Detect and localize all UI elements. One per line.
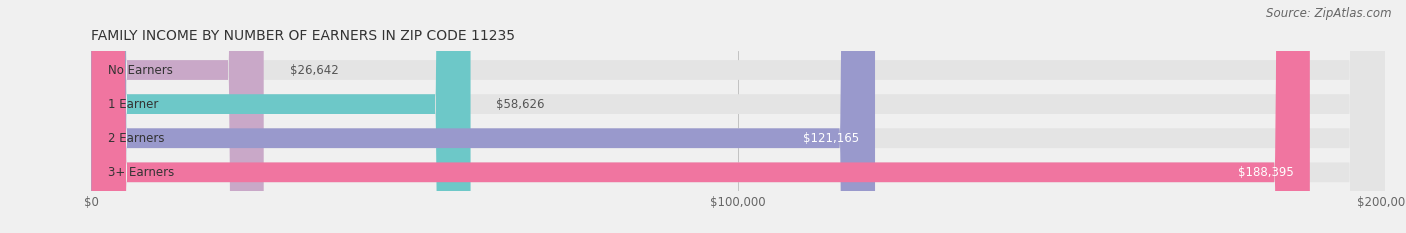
- Text: No Earners: No Earners: [107, 64, 173, 76]
- FancyBboxPatch shape: [91, 0, 1310, 233]
- Text: FAMILY INCOME BY NUMBER OF EARNERS IN ZIP CODE 11235: FAMILY INCOME BY NUMBER OF EARNERS IN ZI…: [91, 29, 516, 43]
- Text: 3+ Earners: 3+ Earners: [107, 166, 174, 179]
- Text: $26,642: $26,642: [290, 64, 339, 76]
- Text: Source: ZipAtlas.com: Source: ZipAtlas.com: [1267, 7, 1392, 20]
- Text: $121,165: $121,165: [803, 132, 859, 145]
- FancyBboxPatch shape: [91, 0, 471, 233]
- FancyBboxPatch shape: [91, 0, 1385, 233]
- FancyBboxPatch shape: [91, 0, 264, 233]
- Text: 1 Earner: 1 Earner: [107, 98, 157, 111]
- Text: 2 Earners: 2 Earners: [107, 132, 165, 145]
- FancyBboxPatch shape: [91, 0, 1385, 233]
- FancyBboxPatch shape: [91, 0, 1385, 233]
- FancyBboxPatch shape: [91, 0, 875, 233]
- FancyBboxPatch shape: [91, 0, 1385, 233]
- Text: $58,626: $58,626: [496, 98, 546, 111]
- Text: $188,395: $188,395: [1237, 166, 1294, 179]
